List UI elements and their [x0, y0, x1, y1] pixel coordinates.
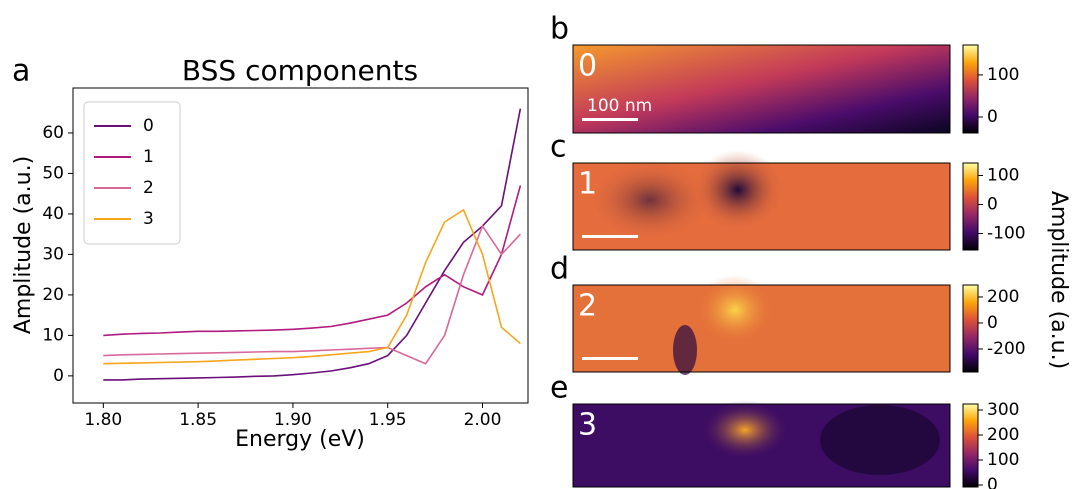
colorbar-tick-label: -100: [987, 223, 1026, 243]
y-tick-label: 40: [42, 204, 64, 224]
colorbar-tick-label: 100: [987, 65, 1019, 85]
heatmap-blob: [695, 275, 775, 345]
scale-bar: [582, 118, 638, 121]
x-tick-label: 1.95: [369, 410, 407, 430]
panel-label: e: [550, 371, 568, 406]
y-tick-label: 10: [42, 325, 64, 345]
colorbar: [962, 44, 979, 134]
heatmap-blob: [700, 400, 790, 460]
x-tick-label: 2.00: [464, 410, 502, 430]
map-label: 3: [578, 408, 597, 443]
panel-label: b: [550, 12, 569, 47]
line-series: [103, 208, 521, 365]
scale-bar: [582, 357, 638, 360]
colorbar-tick-label: 0: [987, 107, 998, 127]
y-tick-label: 20: [42, 285, 64, 305]
line-series: [103, 185, 522, 337]
heatmap-blob: [590, 160, 710, 240]
frame: [572, 403, 951, 488]
legend-label: 0: [143, 116, 154, 136]
frame: [572, 284, 951, 373]
colorbar-label: Amplitude (a.u.): [1046, 191, 1071, 369]
x-tick-label: 1.80: [84, 410, 122, 430]
colorbar: [962, 403, 979, 488]
legend-label: 2: [143, 178, 154, 198]
line-series: [103, 108, 522, 381]
y-axis-label: Amplitude (a.u.): [11, 156, 36, 334]
panel-label: a: [12, 54, 30, 89]
colorbar: [962, 162, 979, 251]
colorbar-tick-label: 0: [987, 313, 998, 333]
chart-title: BSS components: [182, 54, 418, 87]
y-tick-label: 50: [42, 163, 64, 183]
y-tick-label: 30: [42, 244, 64, 264]
colorbar-tick-label: 100: [987, 165, 1019, 185]
map-label: 2: [578, 289, 597, 324]
scale-bar-label: 100 nm: [587, 96, 652, 116]
x-axis-label: Energy (eV): [235, 427, 365, 452]
heatmap-blob: [693, 150, 783, 230]
frame: [572, 162, 951, 251]
map-label: 0: [578, 49, 597, 84]
colorbar-tick-label: 200: [987, 287, 1019, 307]
heatmap-blob: [820, 405, 940, 475]
colorbar: [962, 284, 979, 373]
colorbar-tick-label: 100: [987, 450, 1019, 470]
panel-label: c: [550, 130, 567, 165]
x-tick-label: 1.85: [179, 410, 217, 430]
legend-label: 1: [143, 147, 154, 167]
colorbar-tick-label: -200: [987, 339, 1026, 359]
colorbar-tick-label: 0: [987, 475, 998, 489]
legend-label: 3: [143, 209, 154, 229]
line-series: [103, 224, 521, 365]
plot-frame: [72, 87, 529, 404]
map-label: 1: [578, 167, 597, 202]
y-tick-label: 60: [42, 123, 64, 143]
heatmap-blob: [673, 325, 697, 375]
legend-box: [83, 101, 181, 245]
colorbar-tick-label: 0: [987, 194, 998, 214]
scale-bar: [582, 235, 638, 238]
colorbar-tick-label: 200: [987, 425, 1019, 445]
panel-label: d: [550, 252, 569, 287]
x-tick-label: 1.90: [274, 410, 312, 430]
y-tick-label: 0: [53, 366, 64, 386]
colorbar-tick-label: 300: [987, 400, 1019, 420]
